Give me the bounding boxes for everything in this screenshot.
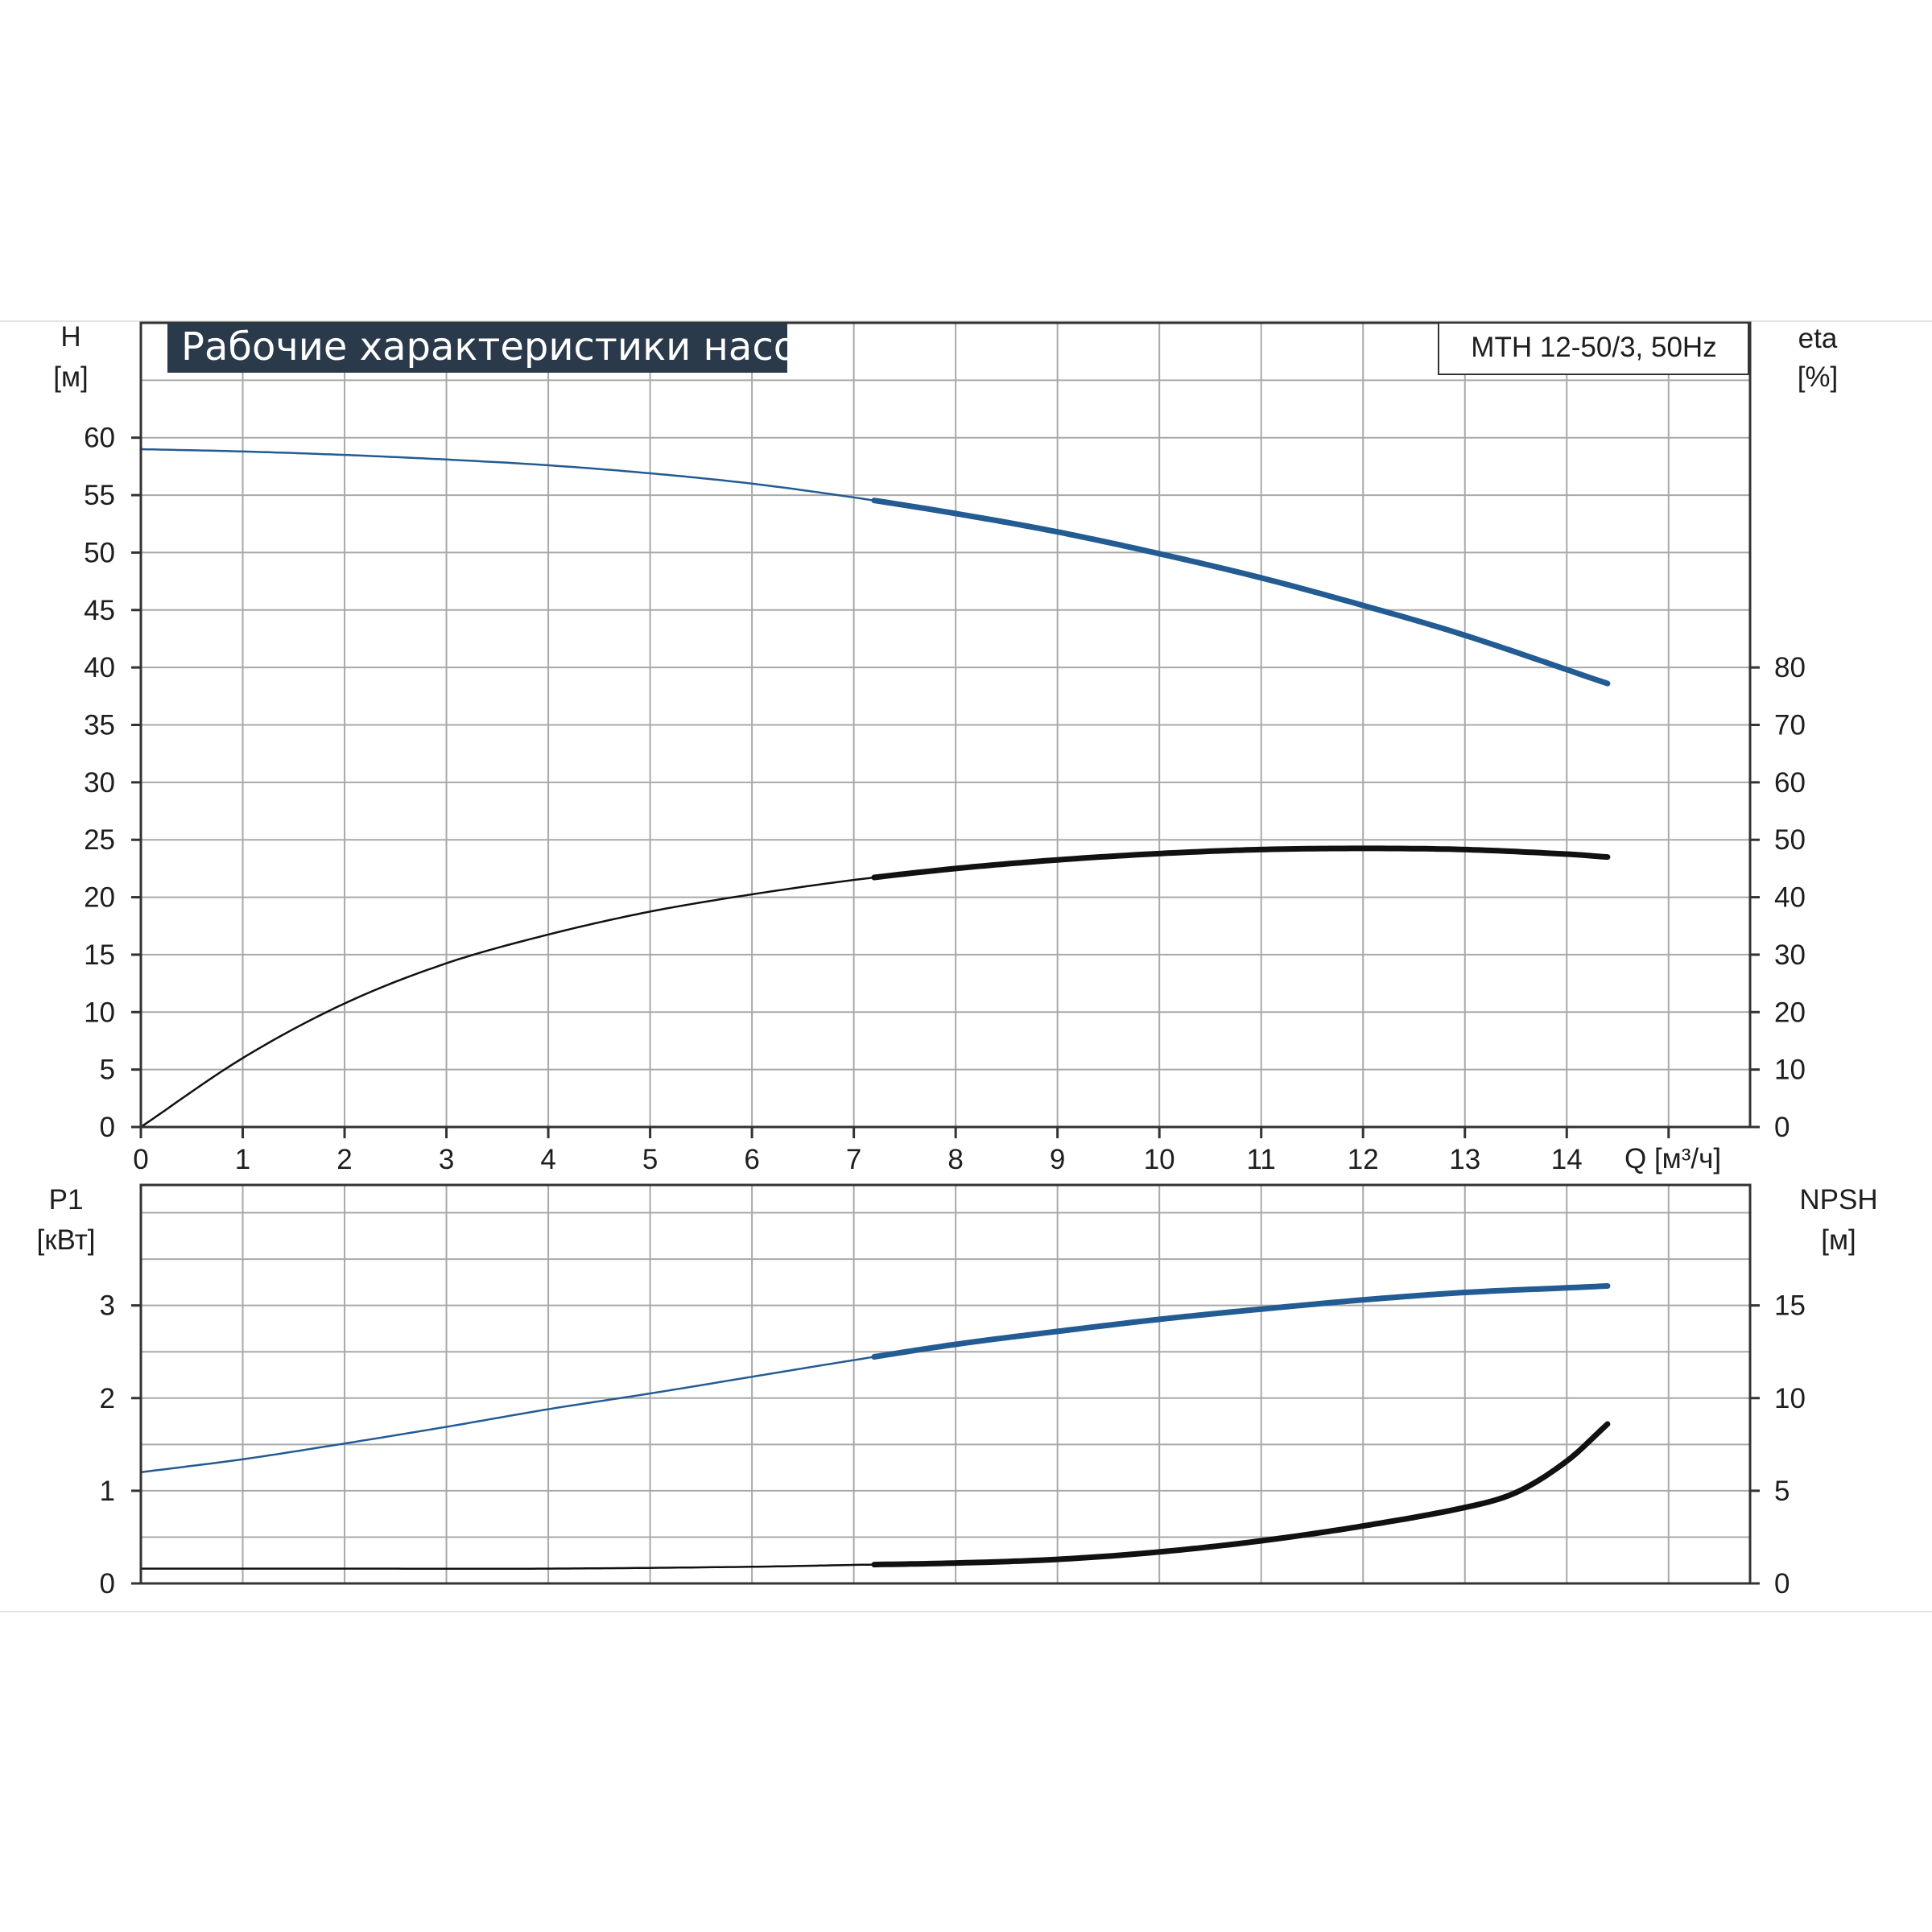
eta-tick-label: 50 [1774,824,1806,856]
x-tick-label: 14 [1551,1144,1583,1175]
x-tick-label: 8 [947,1144,963,1175]
h-tick-label: 60 [84,423,115,454]
h-axis-unit: [м] [53,361,89,393]
q-axis-label: Q [м³/ч] [1624,1143,1721,1174]
npsh-tick-label: 10 [1774,1383,1806,1414]
h-tick-label: 40 [84,652,115,683]
x-tick-label: 6 [744,1144,759,1175]
h-tick-label: 45 [84,595,115,626]
npsh-axis-unit: [м] [1821,1224,1856,1256]
npsh-axis-label: NPSH [1799,1184,1877,1216]
x-tick-label: 12 [1348,1144,1379,1175]
npsh-curve-thin-segment [141,1563,874,1571]
eta-axis-unit: [%] [1798,361,1839,393]
eta-tick-label: 20 [1774,997,1806,1028]
p1-tick-label: 3 [100,1290,115,1322]
eta-tick-label: 0 [1774,1112,1790,1143]
x-tick-label: 7 [846,1144,861,1175]
h-tick-label: 10 [84,997,115,1028]
h-tick-label: 25 [84,824,115,856]
x-tick-label: 13 [1449,1144,1480,1175]
npsh-curve-bold-segment [871,1421,1611,1568]
x-tick-label: 0 [133,1144,148,1175]
eta-tick-label: 70 [1774,710,1806,741]
p1-tick-label: 0 [100,1568,115,1600]
eta-tick-label: 40 [1774,882,1806,914]
x-tick-label: 3 [439,1144,454,1175]
h-tick-label: 30 [84,767,115,799]
head-curve-thin-segment [140,448,875,502]
head-curve-bold-segment [871,497,1611,687]
npsh-tick-label: 0 [1774,1568,1790,1600]
x-tick-label: 11 [1247,1144,1276,1175]
h-tick-label: 50 [84,537,115,568]
x-tick-label: 2 [336,1144,352,1175]
h-tick-label: 15 [84,939,115,971]
p1-axis-unit: [кВт] [37,1224,96,1256]
h-tick-label: 0 [100,1112,115,1143]
h-tick-label: 35 [84,710,115,741]
bottom-plot-frame [139,1183,1752,1585]
x-tick-label: 10 [1144,1144,1175,1175]
npsh-tick-label: 15 [1774,1290,1806,1322]
h-tick-label: 5 [100,1055,115,1086]
h-axis-label: H [60,321,80,353]
x-tick-label: 9 [1050,1144,1065,1175]
model-label: MTH 12-50/3, 50Hz [1471,332,1716,363]
tick-labels: 0 1 2 3 4 5 6 7 8 9 10 11 12 13 1405101520253035404550… [84,423,1806,1600]
eta-axis-label: eta [1798,323,1838,354]
x-tick-label: 5 [642,1144,658,1175]
model-box [1438,322,1749,375]
bottom-plot-grid [141,1185,1750,1583]
h-tick-label: 55 [84,480,115,511]
eta-tick-label: 60 [1774,767,1806,799]
eta-tick-label: 30 [1774,939,1806,971]
npsh-tick-label: 5 [1774,1476,1790,1507]
p1-axis-label: P1 [49,1184,84,1216]
x-tick-label: 1 [235,1144,250,1175]
efficiency-curve-bold-segment [871,845,1611,881]
power-curve-thin-segment [140,1356,875,1474]
power-curve-bold-segment [871,1283,1611,1360]
eta-tick-label: 80 [1774,652,1806,683]
efficiency-curve-thin-segment [140,876,875,1129]
top-plot-grid [141,323,1750,1127]
curves-layer [140,448,1611,1571]
chart-title: Рабочие характеристики насоса [181,324,842,369]
h-tick-label: 20 [84,882,115,914]
title-background [167,323,787,373]
p1-tick-label: 1 [100,1476,115,1507]
x-tick-label: 4 [540,1144,555,1175]
p1-tick-label: 2 [100,1383,115,1414]
eta-tick-label: 10 [1774,1055,1806,1086]
